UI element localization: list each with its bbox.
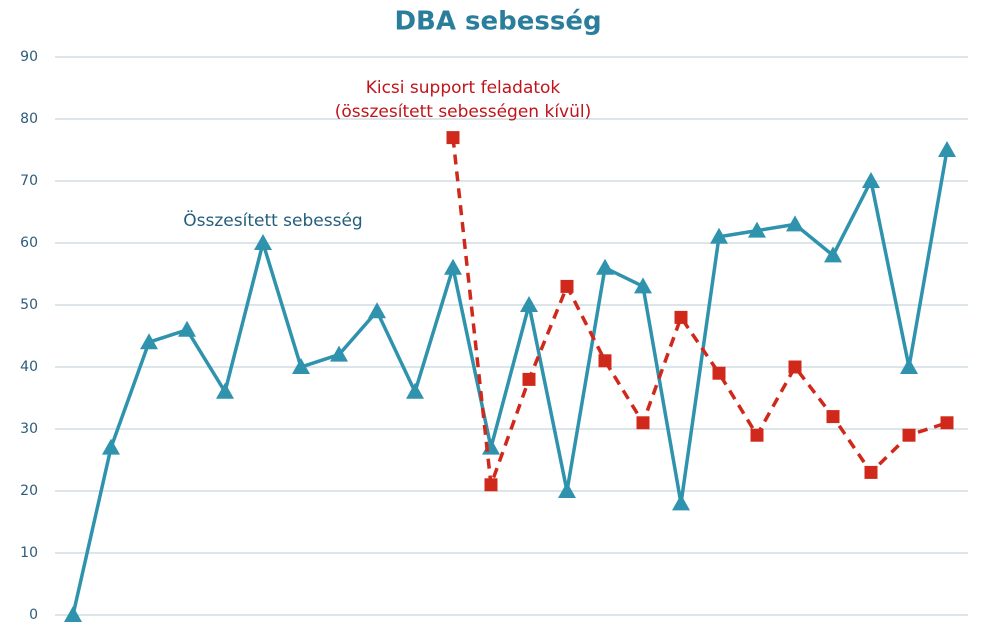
marker xyxy=(292,358,310,374)
marker xyxy=(902,428,916,442)
y-tick-label: 20 xyxy=(20,483,38,499)
y-tick-label: 80 xyxy=(20,111,38,127)
marker xyxy=(444,258,462,275)
marker xyxy=(938,141,956,157)
marker xyxy=(406,382,424,399)
marker xyxy=(672,494,690,511)
marker xyxy=(368,302,386,319)
y-tick-label: 50 xyxy=(20,297,38,313)
marker xyxy=(254,234,272,250)
marker xyxy=(520,296,538,312)
marker xyxy=(636,416,650,430)
marker xyxy=(596,258,614,275)
marker xyxy=(710,227,728,244)
y-tick-label: 70 xyxy=(20,173,38,189)
marker xyxy=(786,215,804,232)
annotation: Összesített sebesség xyxy=(183,209,362,231)
marker xyxy=(598,354,612,368)
marker xyxy=(140,333,158,350)
marker xyxy=(940,416,954,430)
marker xyxy=(178,320,196,337)
series-line xyxy=(451,137,948,486)
marker xyxy=(634,277,652,294)
chart-title: DBA sebesség xyxy=(394,7,601,37)
marker xyxy=(862,172,880,188)
marker xyxy=(674,310,688,324)
annotation: (összesített sebességen kívül) xyxy=(335,102,592,122)
marker xyxy=(446,131,460,145)
y-tick-label: 30 xyxy=(20,421,38,437)
marker xyxy=(216,382,234,399)
y-tick-label: 60 xyxy=(20,235,38,251)
marker xyxy=(484,478,498,492)
y-tick-label: 40 xyxy=(20,359,38,375)
marker xyxy=(750,428,764,442)
marker xyxy=(824,246,842,263)
marker xyxy=(560,279,574,293)
marker xyxy=(788,360,802,374)
annotation: Kicsi support feladatok xyxy=(366,78,561,98)
marker xyxy=(522,372,536,386)
marker xyxy=(900,358,918,374)
marker xyxy=(330,345,348,362)
y-tick-label: 10 xyxy=(20,545,38,561)
marker xyxy=(558,482,576,498)
marker xyxy=(64,606,82,622)
marker xyxy=(826,410,840,424)
marker xyxy=(864,465,878,479)
marker xyxy=(102,438,120,455)
marker xyxy=(712,366,726,380)
y-tick-label: 90 xyxy=(20,49,38,65)
marker xyxy=(748,221,766,238)
y-tick-label: 0 xyxy=(29,607,38,623)
marker xyxy=(482,438,500,455)
